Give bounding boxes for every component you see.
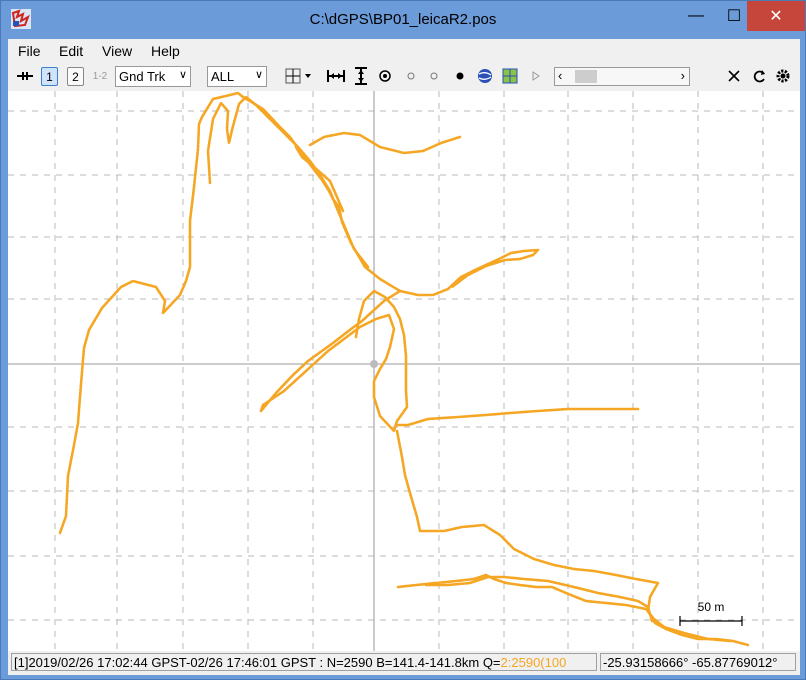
play-icon[interactable] [529,66,543,86]
toolbar: 1 2 1-2 Gnd Trk ∨ ALL ∨ ‹ › [8,63,800,91]
plot-grid [8,91,800,651]
menu-help[interactable]: Help [151,43,180,59]
status-info: [1]2019/02/26 17:02:44 GPST-02/26 17:46:… [11,653,597,671]
status-quality: 2:2590(100 [500,655,567,670]
plot-origin-marker [370,360,378,368]
rtkplot-app-icon[interactable] [11,9,31,29]
status-bar: [1]2019/02/26 17:02:44 GPST-02/26 17:46:… [8,651,800,675]
scroll-left-icon[interactable]: ‹ [558,68,563,83]
fit-horizontal-icon[interactable] [326,66,346,86]
scale-bar-label: 50 m [698,600,725,614]
point-icon[interactable] [452,66,468,86]
plot-type-select[interactable]: Gnd Trk ∨ [115,66,191,87]
point-small-icon[interactable] [403,66,419,86]
scroll-thumb[interactable] [575,70,597,83]
menu-edit[interactable]: Edit [59,43,84,59]
ground-track-plot[interactable]: 50 m [8,91,800,651]
menu-view[interactable]: View [102,43,133,59]
close-icon[interactable] [726,66,742,86]
map-layer-icon[interactable] [500,66,520,86]
refresh-icon[interactable] [750,66,768,86]
status-summary: [1]2019/02/26 17:02:44 GPST-02/26 17:46:… [14,655,501,670]
menu-file[interactable]: File [18,43,41,59]
chevron-down-icon: ∨ [178,69,187,81]
scale-bar [679,616,743,626]
solution-2-button[interactable]: 2 [67,67,84,86]
close-button[interactable]: ✕ [747,1,805,31]
plot-type-value: Gnd Trk [119,69,166,84]
plot-canvas: 50 m [8,91,800,651]
plot-axes [8,91,800,651]
quality-select[interactable]: ALL ∨ [207,66,267,87]
time-scrollbar[interactable]: ‹ › [554,67,690,86]
maximize-button[interactable]: ☐ [726,8,742,25]
connect-icon[interactable] [16,66,34,86]
client-area: File Edit View Help 1 2 1-2 Gnd Trk ∨ ALL… [8,39,800,675]
gear-icon[interactable] [774,66,792,86]
solution-1-button[interactable]: 1 [41,67,58,86]
fit-vertical-icon[interactable] [351,66,371,86]
gps-track [58,91,750,647]
scroll-right-icon[interactable]: › [680,68,685,83]
menu-bar: File Edit View Help [8,39,800,63]
center-origin-icon[interactable] [284,66,314,86]
quality-value: ALL [211,69,235,84]
globe-icon[interactable] [475,66,495,86]
solution-1-2-button[interactable]: 1-2 [92,70,108,82]
show-track-icon[interactable] [376,66,394,86]
point-small-icon[interactable] [426,66,442,86]
status-coordinates: -25.93158666° -65.87769012° [600,653,796,671]
chevron-down-icon: ∨ [254,69,263,81]
title-bar[interactable]: C:\dGPS\BP01_leicaR2.pos — ☐ ✕ [1,1,805,39]
minimize-button[interactable]: — [688,7,704,24]
window-title: C:\dGPS\BP01_leicaR2.pos [309,11,497,28]
